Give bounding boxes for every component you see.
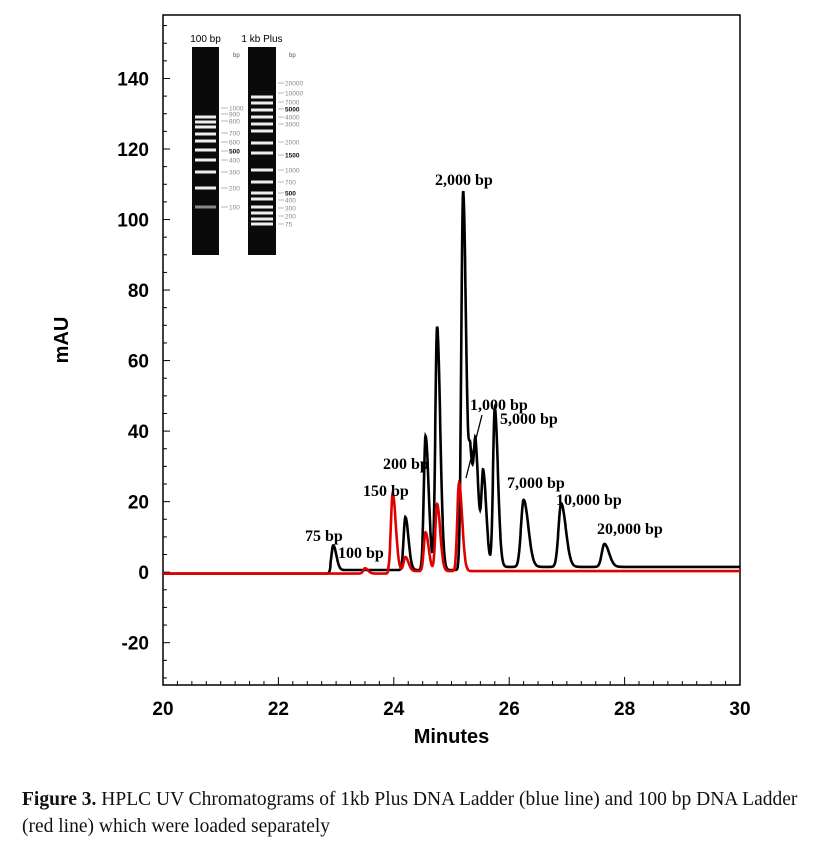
gel-band-label: 4000 (285, 115, 300, 122)
gel-band (195, 186, 216, 190)
x-tick-label: 28 (614, 699, 635, 720)
gel-band-label: 1000 (285, 168, 300, 175)
gel-lane-title: 100 bp (190, 34, 221, 45)
gel-band-label: 3000 (285, 122, 300, 129)
gel-band (195, 125, 216, 129)
gel-band (251, 108, 273, 112)
x-tick-label: 30 (729, 699, 750, 720)
y-tick-label: 80 (128, 281, 149, 302)
gel-band (251, 151, 273, 155)
gel-unit-label: bp (289, 53, 296, 59)
peak-annotation: 7,000 bp (507, 475, 565, 492)
gel-band (251, 205, 273, 209)
peak-annotation: 150 bp (363, 483, 409, 500)
y-tick-label: 60 (128, 352, 149, 373)
figure-caption: Figure 3. HPLC UV Chromatograms of 1kb P… (22, 786, 812, 840)
gel-band (195, 158, 216, 162)
gel-band-label: 300 (285, 206, 296, 213)
gel-band (195, 115, 216, 119)
y-tick-label: -20 (122, 634, 149, 655)
peak-annotation: 75 bp (305, 528, 343, 545)
gel-band (195, 205, 216, 209)
gel-band (195, 148, 216, 152)
gel-band-label: 700 (229, 131, 240, 138)
gel-band-label: 900 (229, 112, 240, 119)
y-tick-label: 40 (128, 422, 149, 443)
y-tick-label: 0 (138, 563, 149, 584)
peak-annotation: 5,000 bp (500, 411, 558, 428)
gel-band (251, 222, 273, 226)
gel-band (195, 120, 216, 124)
gel-band (251, 211, 273, 215)
peak-annotation: 1,000 bp (470, 397, 528, 414)
gel-band (251, 217, 273, 221)
gel-band-label: 300 (229, 170, 240, 177)
gel-band (251, 191, 273, 195)
gel-lane-title: 1 kb Plus (241, 34, 282, 45)
gel-band-label: 700 (285, 180, 296, 187)
gel-band (251, 141, 273, 145)
gel-band-label: 200 (229, 186, 240, 193)
peak-annotation: 10,000 bp (556, 492, 622, 509)
x-tick-label: 20 (152, 699, 173, 720)
gel-band (251, 168, 273, 172)
peak-annotation: 2,000 bp (435, 172, 493, 189)
gel-band (251, 197, 273, 201)
gel-band (251, 101, 273, 105)
gel-band (251, 115, 273, 119)
gel-band-label: 7000 (285, 100, 300, 107)
gel-band (251, 95, 273, 99)
gel-band-label: 600 (229, 140, 240, 147)
gel-band (195, 132, 216, 136)
gel-band-label: 100 (229, 205, 240, 212)
y-axis-label: mAU (51, 317, 73, 364)
gel-band (195, 139, 216, 143)
gel-band-label: 2000 (285, 140, 300, 147)
gel-band (195, 170, 216, 174)
gel-band (251, 129, 273, 133)
gel-band-label: 200 (285, 214, 296, 221)
gel-band-label: 75 (285, 222, 293, 229)
chromatogram-chart: 20 22 24 26 28 30 -20 0 20 40 60 80 100 120 140 Minutes… (51, 14, 751, 748)
peak-annotation: 200 bp (383, 456, 429, 473)
gel-band-label: 5000 (285, 107, 300, 114)
gel-band-label: 20000 (285, 81, 303, 88)
gel-band-label: 10000 (285, 91, 303, 98)
caption-label: Figure 3. (22, 789, 97, 810)
x-tick-label: 24 (383, 699, 405, 720)
gel-unit-label: bp (233, 53, 240, 59)
gel-band (251, 122, 273, 126)
caption-text: HPLC UV Chromatograms of 1kb Plus DNA La… (22, 789, 798, 837)
annotation-arrow (465, 414, 483, 479)
gel-band (251, 180, 273, 184)
gel-band-label: 400 (285, 198, 296, 205)
x-tick-label: 26 (499, 699, 520, 720)
y-tick-label: 120 (117, 140, 149, 161)
gel-band-label: 1500 (285, 153, 300, 160)
x-axis-label: Minutes (414, 726, 490, 748)
peak-annotation: 20,000 bp (597, 521, 663, 538)
y-tick-label: 20 (128, 493, 149, 514)
y-tick-label: 100 (117, 211, 149, 232)
x-tick-label: 22 (268, 699, 289, 720)
gel-band-label: 400 (229, 158, 240, 165)
gel-band-label: 800 (229, 119, 240, 126)
y-tick-label: 140 (117, 69, 149, 90)
gel-band-label: 500 (229, 149, 240, 156)
gel-band-label: 1000 (229, 106, 244, 113)
trace-100bp (163, 479, 740, 575)
peak-annotation: 100 bp (338, 545, 384, 562)
gel-band-label: 500 (285, 191, 296, 198)
